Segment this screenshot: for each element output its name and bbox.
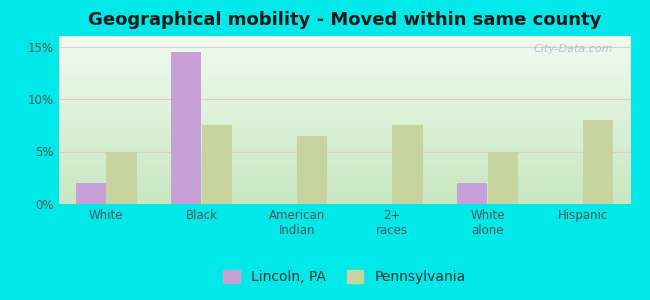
Bar [75, 183, 106, 204]
Legend: Lincoln, PA, Pennsylvania: Lincoln, PA, Pennsylvania [223, 270, 466, 284]
Title: Geographical mobility - Moved within same county: Geographical mobility - Moved within sam… [88, 11, 601, 29]
Bar [392, 125, 422, 204]
Bar [457, 183, 488, 204]
Bar [171, 52, 202, 204]
Bar [202, 125, 232, 204]
Bar [583, 120, 614, 204]
Text: City-Data.com: City-Data.com [534, 44, 614, 54]
Bar [488, 152, 518, 204]
Bar [106, 152, 136, 204]
Bar [297, 136, 328, 204]
